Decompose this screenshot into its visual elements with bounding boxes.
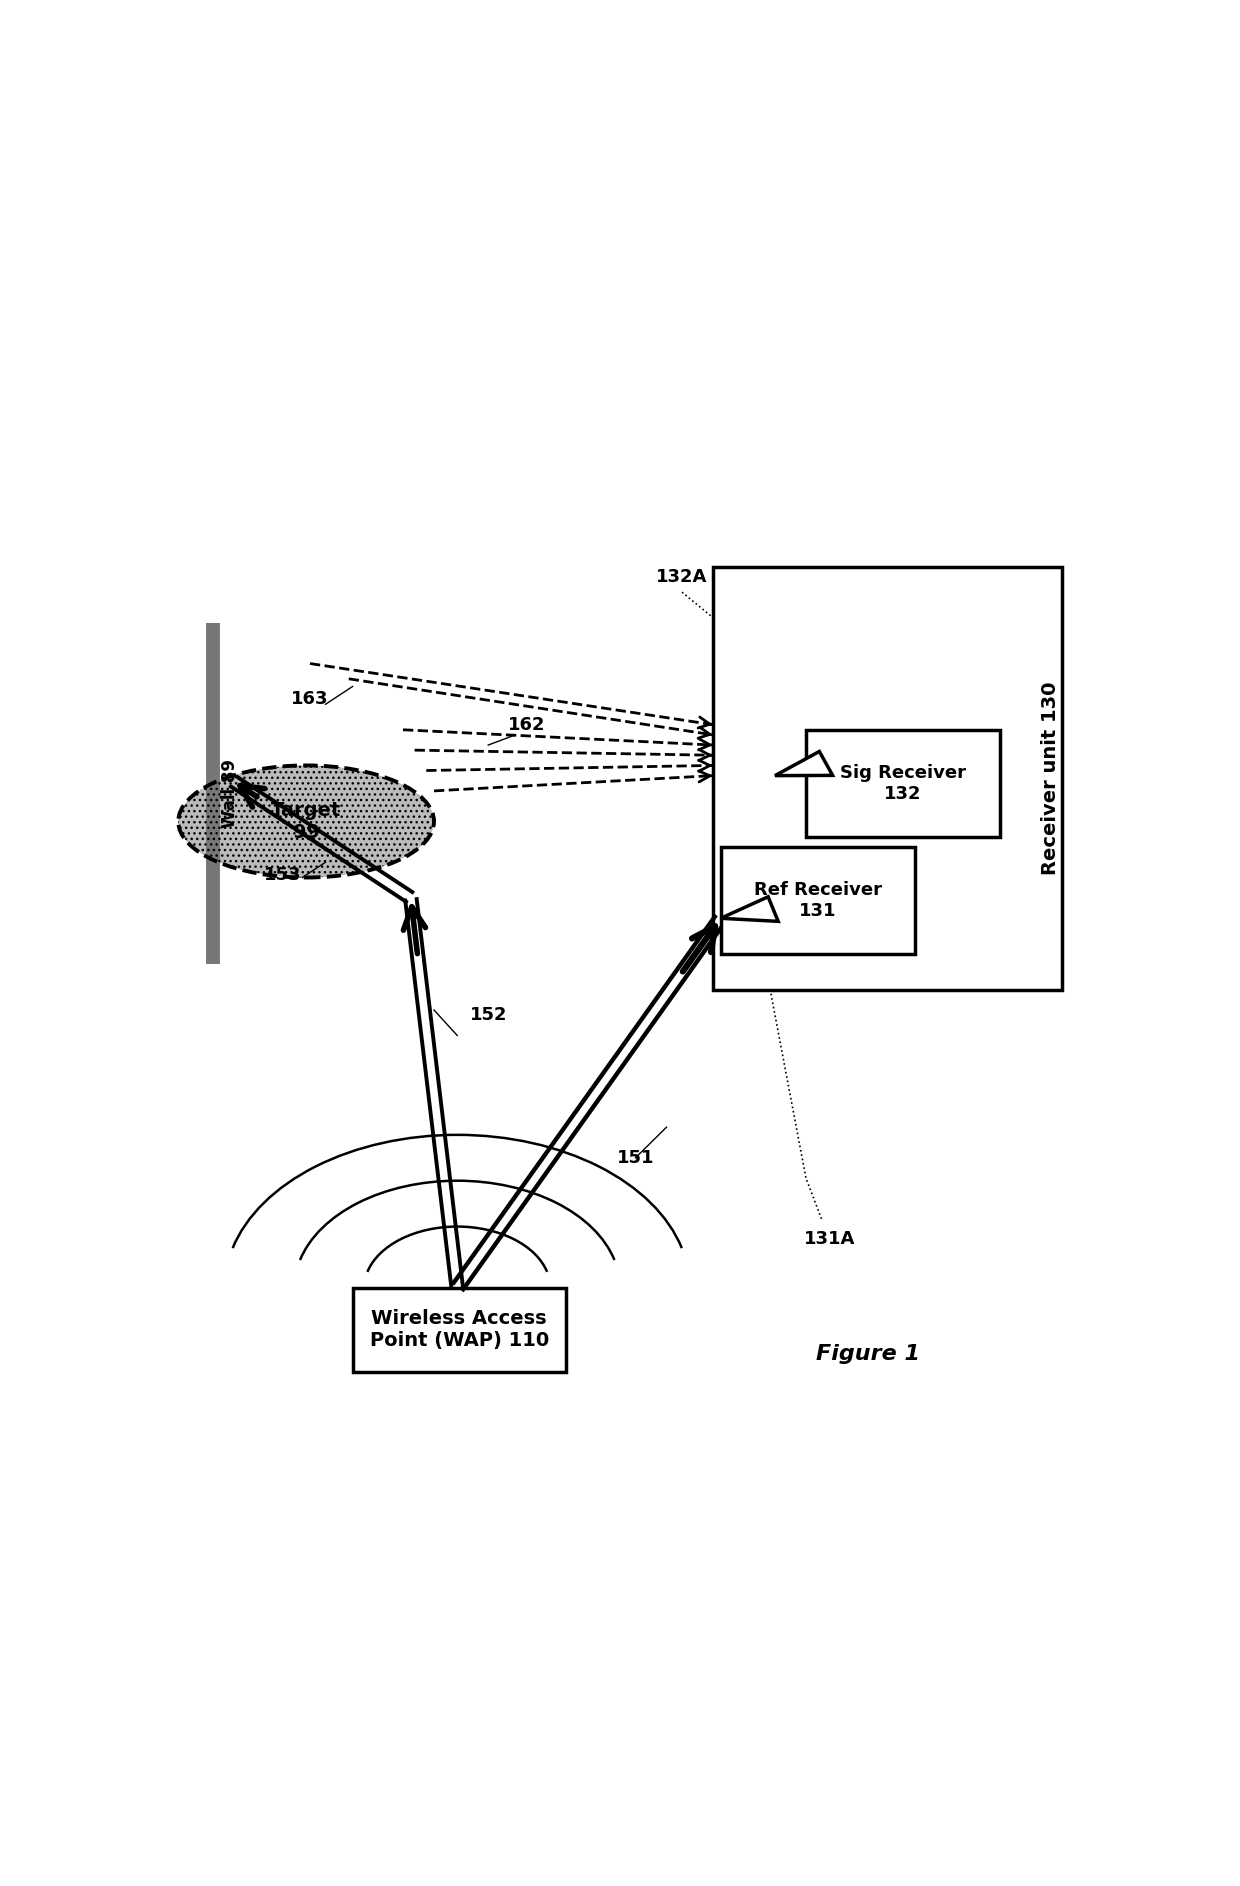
Text: 162: 162 bbox=[508, 715, 546, 734]
Text: Target
99: Target 99 bbox=[272, 802, 341, 841]
Bar bbox=[352, 1288, 565, 1371]
Text: 163: 163 bbox=[291, 690, 329, 707]
Text: 131A: 131A bbox=[804, 1230, 854, 1249]
Bar bbox=[713, 566, 1061, 990]
Text: Figure 1: Figure 1 bbox=[816, 1345, 920, 1364]
Polygon shape bbox=[775, 751, 832, 775]
Text: 153: 153 bbox=[264, 866, 301, 885]
Bar bbox=[720, 847, 915, 954]
Polygon shape bbox=[720, 896, 779, 922]
Text: Wall 89: Wall 89 bbox=[222, 758, 239, 828]
Text: 152: 152 bbox=[470, 1005, 507, 1024]
Ellipse shape bbox=[179, 766, 434, 877]
Text: Wireless Access
Point (WAP) 110: Wireless Access Point (WAP) 110 bbox=[370, 1309, 549, 1350]
Text: Ref Receiver
131: Ref Receiver 131 bbox=[754, 881, 882, 920]
Text: 132A: 132A bbox=[656, 568, 708, 587]
Bar bbox=[806, 730, 999, 837]
Text: Receiver unit 130: Receiver unit 130 bbox=[1040, 681, 1060, 875]
Text: Sig Receiver
132: Sig Receiver 132 bbox=[839, 764, 966, 803]
Text: 151: 151 bbox=[616, 1149, 655, 1167]
